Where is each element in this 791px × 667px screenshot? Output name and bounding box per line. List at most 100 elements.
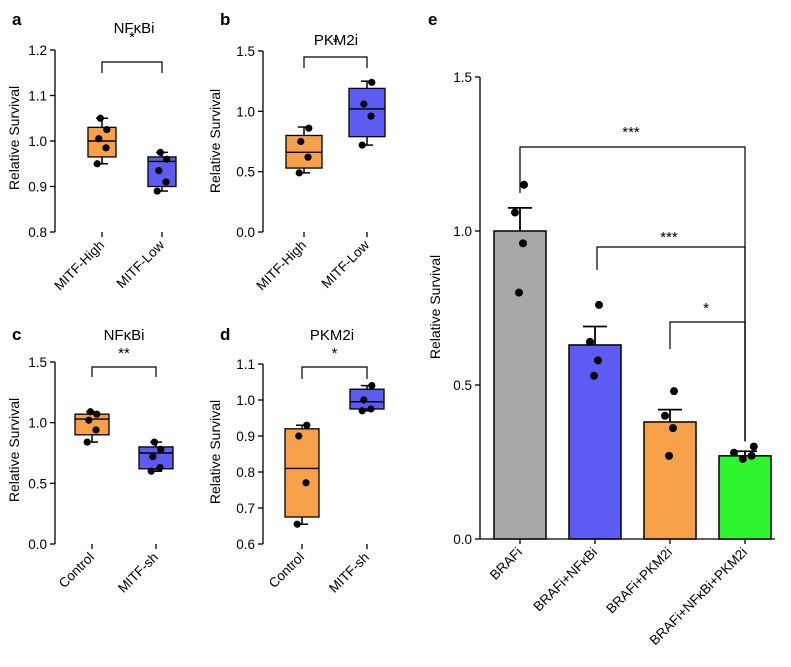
panel-e-significance-bracket [519,146,746,442]
panel-a-ytick-label: 0.9 [28,180,47,195]
panel-d-title: PKM2i [310,327,354,344]
panel-e-ytick-label: 0.5 [453,378,472,393]
panel-c-data-point [150,438,158,446]
panel-c-ytick-label: 1.5 [28,355,47,370]
panel-e-data-point [515,288,523,297]
panel-d-ytick-label: 1.0 [236,393,255,408]
panel-c-data-point [147,467,155,475]
panel-d-category-label: Control [266,550,307,591]
panel-e-bar-3 [643,421,697,540]
panel-c-category-label: Control [56,550,97,591]
panel-b-data-point [368,78,376,86]
panel-d-significance-label: * [332,345,338,362]
panel-d-data-point [293,520,301,528]
panel-c-data-point [149,453,157,461]
panel-b-category-label: MITF-Low [319,237,373,291]
panel-b-category-label: MITF-High [253,238,309,294]
panel-a-ytick-label: 1.2 [28,43,47,58]
panel-c-data-point [92,426,100,434]
panel-e-data-point [670,387,678,396]
panel-a-data-point [96,114,104,122]
panel-a-data-point [162,178,170,186]
panel-c-ytick-label: 0.0 [28,537,47,552]
panel-b-data-point [305,124,313,132]
panel-a-category-label: MITF-Low [114,237,168,291]
panel-d-data-point [303,421,311,429]
panel-a-significance-label: * [129,29,135,46]
panel-d-ytick-label: 1.1 [236,357,255,372]
panel-b-data-point [295,169,303,177]
panel-b-title: PKM2i [314,32,358,49]
panel-e-data-point [730,448,738,457]
panel-e-data-point [661,411,669,420]
panel-c-data-point [85,416,93,424]
panel-c-data-point [86,408,94,416]
panel-e-data-point [669,424,677,433]
panel-a-data-point [95,135,103,143]
panel-a-ytick-label: 1.0 [28,134,47,149]
panel-d-data-point [367,405,375,413]
panel-b-ytick-label: 1.5 [236,44,255,59]
panel-a-data-point [163,155,171,163]
panel-letter-d: d [220,325,230,344]
panel-a-title: NFκBi [114,20,155,37]
panel-letter-a: a [12,10,22,29]
panel-a-data-point [102,144,110,152]
panel-a: a NFκBi Relative Survival 0.8 0.9 1.0 1.1 1.… [6,10,177,294]
panel-a-significance-bracket [101,61,163,73]
panel-a-category-label: MITF-High [51,238,107,294]
panel-a-data-point [153,187,161,195]
panel-e-category-label: BRAFi [487,545,525,583]
panel-b-box-2 [348,87,386,138]
panel-d-ytick-label: 0.9 [236,429,255,444]
panel-a-data-point [103,126,111,134]
panel-e-bar-1 [493,230,547,540]
panel-e-significance-label: *** [660,229,678,246]
panel-b-significance-bracket [303,56,368,68]
panel-a-ylabel: Relative Survival [6,86,22,190]
panel-b-data-point [358,141,366,149]
panel-c-data-point [93,410,101,418]
panel-letter-c: c [12,325,21,344]
panel-e-category-label: BRAFi+PKM2i [603,545,675,617]
panel-c-title: NFκBi [104,327,145,344]
panel-d-ylabel: Relative Survival [207,400,223,504]
panel-c-data-point [156,463,164,472]
panel-d-data-point [368,382,376,390]
panel-d-data-point [302,479,310,487]
panel-e-data-point [749,442,758,451]
panel-c-box-1 [74,413,110,436]
panel-e-data-point [747,451,756,460]
panel-d-data-point [295,432,303,440]
panel-a-data-point [93,160,101,168]
panel-e-data-point [586,337,594,346]
panel-d-ytick-label: 0.7 [236,501,255,516]
panel-letter-e: e [428,10,437,29]
panel-b-data-point [360,100,368,108]
panel-e-data-point [594,356,602,365]
panel-c-ytick-label: 1.0 [28,416,47,431]
panel-c: c NFκBi Relative Survival 0.0 0.5 1.0 1.5 Co… [6,325,174,596]
panel-letter-b: b [220,10,230,29]
panel-a-ytick-label: 1.1 [28,89,47,104]
panel-a-data-point [155,166,163,175]
panel-b-ytick-label: 1.0 [236,104,255,119]
panel-e-ytick-label: 1.5 [453,70,472,85]
panel-b-ytick-label: 0.0 [236,225,255,240]
panel-d: d PKM2i Relative Survival 0.6 0.7 0.8 0.9 1.… [207,325,385,596]
panel-d-significance-bracket [301,366,368,379]
panel-c-significance-label: ** [118,345,130,362]
panel-d-data-point [360,396,368,404]
panel-c-category-label: MITF-sh [115,550,161,596]
panel-d-data-point [358,407,366,415]
panel-a-data-point [156,148,164,156]
panel-e-ytick-label: 1.0 [453,224,472,239]
panel-e-data-point [511,208,519,217]
panel-e-data-point [738,454,747,463]
panel-e-data-point [665,451,673,460]
panel-e-significance-label: * [703,300,709,317]
panel-e-data-point [595,300,603,309]
panel-c-data-point [157,445,165,453]
panel-e-ylabel: Relative Survival [427,255,443,359]
